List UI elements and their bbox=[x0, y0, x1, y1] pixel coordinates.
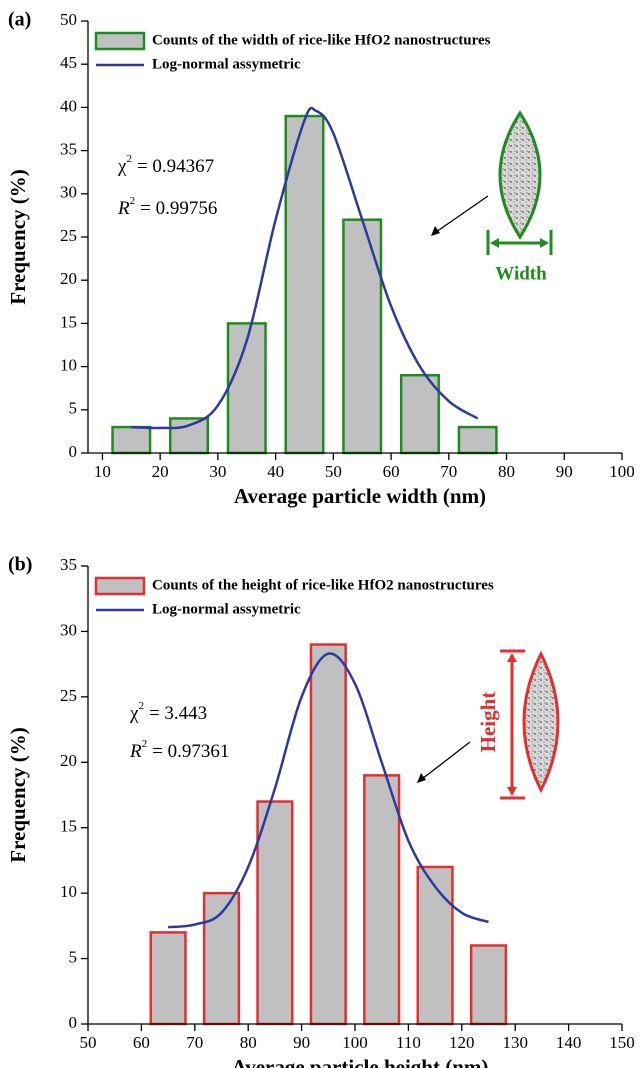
x-tick-label: 130 bbox=[502, 1033, 528, 1052]
y-tick-label: 20 bbox=[60, 269, 77, 288]
y-tick-label: 5 bbox=[69, 947, 78, 966]
y-tick-label: 0 bbox=[69, 442, 78, 461]
fit-statistic: R2 = 0.99756 bbox=[117, 195, 217, 220]
bar bbox=[149, 931, 187, 1026]
statistic-rest: = 0.97361 bbox=[152, 741, 229, 762]
fit-statistic: χ2 = 0.94367 bbox=[117, 153, 214, 178]
bar bbox=[202, 891, 241, 1026]
bar bbox=[399, 373, 440, 455]
y-axis-title: Frequency (%) bbox=[6, 169, 30, 305]
bar bbox=[457, 425, 498, 455]
bar bbox=[111, 425, 152, 455]
y-tick-label: 10 bbox=[60, 356, 77, 375]
y-tick-label: 10 bbox=[60, 882, 77, 901]
y-tick-label: 50 bbox=[60, 10, 77, 29]
y-tick-label: 20 bbox=[60, 751, 77, 770]
panel-label: (a) bbox=[8, 9, 31, 31]
bar bbox=[169, 417, 210, 455]
x-tick-label: 50 bbox=[80, 1033, 97, 1052]
legend-label: Log-normal assymetric bbox=[152, 56, 301, 72]
statistic-rest: = 0.94367 bbox=[137, 156, 214, 177]
statistic-power: 2 bbox=[142, 738, 148, 750]
width-illustration: Width bbox=[431, 110, 553, 284]
panel: 0 5 10 15 20 25 30 35 40 45 50 10 20 30 40 50 60 70 80 90 10… bbox=[6, 9, 635, 508]
legend-swatch bbox=[94, 31, 146, 51]
panel: 0 5 10 15 20 25 30 35 50 60 70 80 90 100 110 120 130 140 1… bbox=[6, 554, 635, 1068]
inset-label: Height bbox=[476, 692, 500, 753]
y-tick-label: 45 bbox=[60, 53, 77, 72]
legend-label: Counts of the width of rice-like HfO2 na… bbox=[152, 32, 491, 48]
x-tick-label: 10 bbox=[94, 462, 111, 481]
x-tick-label: 100 bbox=[609, 462, 635, 481]
fit-statistic: χ2 = 3.443 bbox=[129, 700, 207, 725]
y-tick-label: 40 bbox=[60, 96, 77, 115]
x-tick-label: 30 bbox=[209, 462, 226, 481]
legend-label: Counts of the height of rice-like HfO2 n… bbox=[152, 577, 494, 593]
y-tick-label: 5 bbox=[69, 399, 78, 418]
fit-curve bbox=[167, 652, 489, 929]
panel-label: (b) bbox=[8, 554, 32, 576]
fit-curve bbox=[131, 106, 479, 430]
bar bbox=[342, 218, 383, 455]
x-tick-label: 150 bbox=[609, 1033, 635, 1052]
x-tick-label: 60 bbox=[133, 1033, 150, 1052]
x-axis-title: Average particle width (nm) bbox=[234, 484, 486, 508]
x-tick-label: 70 bbox=[440, 462, 457, 481]
y-tick-label: 35 bbox=[60, 555, 77, 574]
statistic-rest: = 0.99756 bbox=[140, 198, 217, 219]
x-tick-label: 80 bbox=[240, 1033, 257, 1052]
y-tick-label: 25 bbox=[60, 686, 77, 705]
statistic-symbol: R bbox=[129, 741, 142, 762]
x-tick-label: 20 bbox=[152, 462, 169, 481]
y-tick-label: 30 bbox=[60, 183, 77, 202]
x-tick-label: 40 bbox=[267, 462, 284, 481]
y-tick-label: 0 bbox=[69, 1013, 78, 1032]
x-tick-label: 100 bbox=[342, 1033, 368, 1052]
height-illustration: Height bbox=[417, 649, 560, 800]
statistic-symbol: χ bbox=[129, 703, 139, 724]
statistic-symbol: R bbox=[117, 198, 130, 219]
legend-label: Log-normal assymetric bbox=[152, 601, 301, 617]
x-tick-label: 90 bbox=[293, 1033, 310, 1052]
bar bbox=[284, 114, 325, 455]
x-axis-title: Average particle height (nm) bbox=[232, 1055, 489, 1068]
x-tick-label: 140 bbox=[556, 1033, 582, 1052]
bar bbox=[363, 774, 401, 1026]
bar bbox=[469, 944, 508, 1026]
x-tick-label: 110 bbox=[396, 1033, 421, 1052]
x-tick-label: 90 bbox=[556, 462, 573, 481]
x-tick-label: 80 bbox=[498, 462, 515, 481]
x-tick-label: 50 bbox=[325, 462, 342, 481]
fit-statistic: R2 = 0.97361 bbox=[129, 738, 229, 763]
statistic-power: 2 bbox=[130, 195, 136, 207]
x-tick-label: 120 bbox=[449, 1033, 475, 1052]
y-axis-title: Frequency (%) bbox=[6, 727, 30, 863]
y-tick-label: 15 bbox=[60, 312, 77, 331]
y-tick-label: 35 bbox=[60, 140, 77, 159]
inset-label: Width bbox=[495, 263, 547, 284]
bar bbox=[416, 865, 454, 1026]
bar bbox=[256, 800, 294, 1026]
legend-swatch bbox=[94, 576, 146, 596]
statistic-power: 2 bbox=[138, 700, 144, 712]
statistic-power: 2 bbox=[126, 153, 132, 165]
statistic-symbol: χ bbox=[117, 156, 127, 177]
y-tick-label: 25 bbox=[60, 226, 77, 245]
statistic-rest: = 3.443 bbox=[149, 703, 207, 724]
bar bbox=[309, 643, 347, 1026]
y-tick-label: 30 bbox=[60, 620, 77, 639]
x-tick-label: 70 bbox=[186, 1033, 203, 1052]
x-tick-label: 60 bbox=[383, 462, 400, 481]
y-tick-label: 15 bbox=[60, 817, 77, 836]
